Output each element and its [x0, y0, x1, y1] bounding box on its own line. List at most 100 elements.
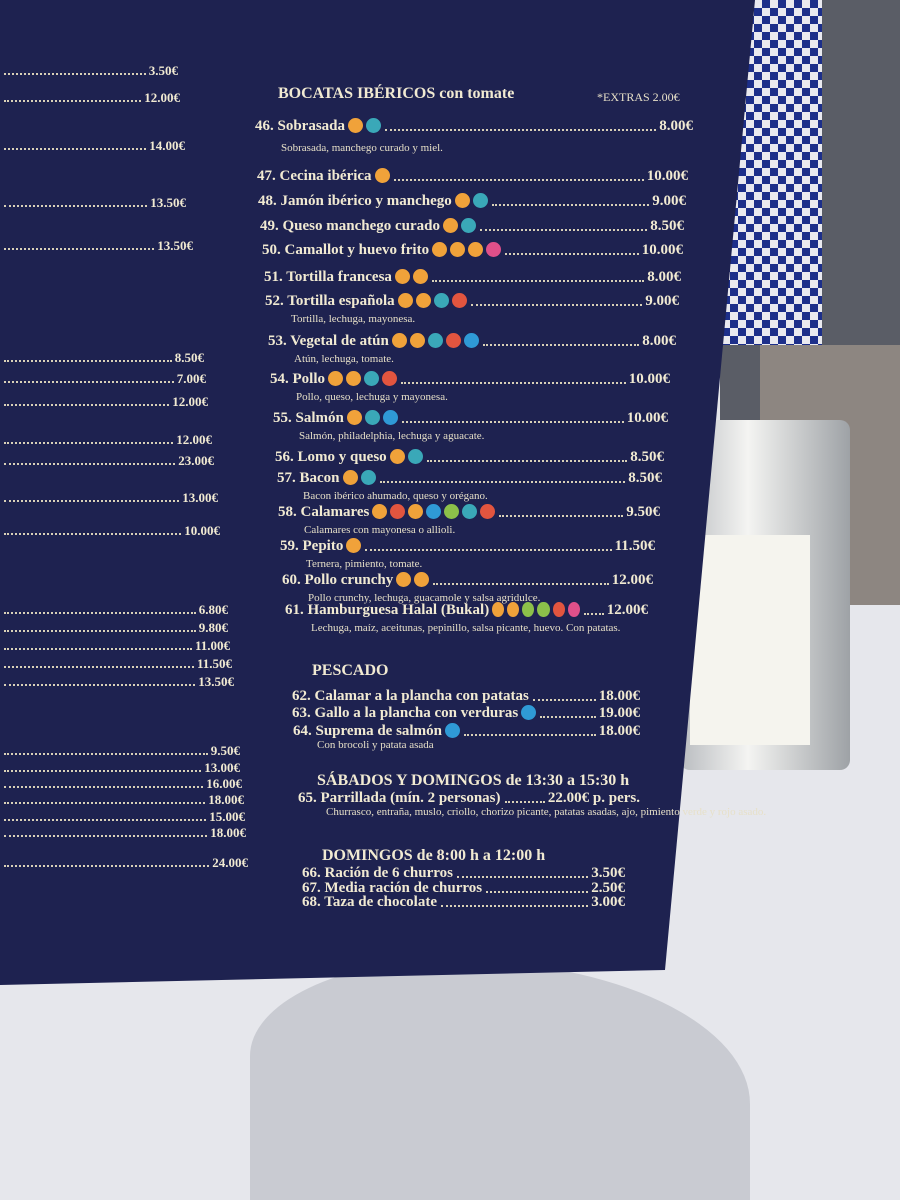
item-price: 13.50€: [157, 238, 193, 253]
leader: [505, 253, 639, 255]
menu-item: 54. Pollo 10.00€: [270, 371, 670, 388]
item-price: 13.50€: [198, 674, 234, 689]
allergen-icon: [396, 572, 412, 587]
allergen-icon: [412, 269, 428, 284]
leader: [532, 699, 596, 701]
partial-item: 23.00€: [0, 453, 214, 469]
item-description: Con brocoli y patata asada: [317, 739, 434, 751]
menu-item: 61. Hamburguesa Halal (Bukal) 12.00€: [285, 602, 648, 619]
allergen-icon: [450, 242, 466, 257]
menu-item: 50. Camallot y huevo frito 10.00€: [262, 242, 683, 259]
leader: [4, 148, 147, 150]
leader: [4, 630, 196, 632]
item-name: 59. Pepito: [280, 538, 344, 554]
item-price: 11.00€: [194, 638, 230, 653]
leader: [4, 753, 208, 755]
item-description: Calamares con mayonesa o allioli.: [304, 524, 456, 536]
item-price: 10.00€: [646, 168, 688, 184]
allergen-icon: [492, 602, 505, 617]
item-price: 18.00€: [208, 792, 244, 807]
allergen-icon: [382, 410, 398, 425]
menu-item: 46. Sobrasada 8.00€: [255, 118, 693, 135]
partial-item: 9.80€: [0, 620, 228, 636]
item-price: 8.00€: [659, 118, 693, 134]
leader: [4, 404, 170, 406]
menu-item: 65. Parrillada (mín. 2 personas) 22.00€ p…: [298, 790, 640, 807]
leader: [4, 684, 196, 686]
allergen-icon: [462, 504, 478, 519]
item-description: Pollo, queso, lechuga y mayonesa.: [296, 391, 448, 403]
item-price: 9.80€: [198, 620, 228, 635]
partial-item: 12.00€: [0, 394, 208, 410]
leader: [456, 876, 589, 878]
partial-item: 8.50€: [0, 350, 204, 366]
leader: [499, 515, 624, 517]
menu-item: 67. Media ración de churros 2.50€: [302, 880, 625, 897]
extras-note: *EXTRAS 2.00€: [597, 90, 680, 104]
item-description: Tortilla, lechuga, mayonesa.: [291, 313, 416, 325]
partial-item: 3.50€: [0, 63, 178, 79]
item-description: Sobrasada, manchego curado y miel.: [281, 142, 443, 154]
item-price: 3.00€: [591, 894, 625, 910]
menu-item: 55. Salmón 10.00€: [273, 410, 668, 427]
allergen-icon: [414, 572, 430, 587]
allergen-icon: [394, 269, 410, 284]
item-name: 65. Parrillada (mín. 2 personas): [298, 790, 501, 806]
leader: [491, 204, 650, 206]
item-name: 62. Calamar a la plancha con patatas: [292, 688, 529, 704]
partial-item: 18.00€: [0, 825, 246, 841]
item-price: 9.00€: [645, 293, 679, 309]
allergen-icon: [552, 602, 565, 617]
allergen-icon: [328, 371, 343, 386]
menu-item: 53. Vegetal de atún 8.00€: [268, 333, 676, 350]
leader: [4, 612, 196, 614]
item-name: 60. Pollo crunchy: [282, 572, 394, 588]
item-name: 51. Tortilla francesa: [264, 269, 392, 285]
allergen-icon: [348, 118, 364, 133]
item-price: 13.50€: [150, 195, 186, 210]
partial-item: 13.50€: [0, 238, 193, 254]
menu-item: 59. Pepito 11.50€: [280, 538, 655, 555]
leader: [470, 304, 643, 306]
item-name: 68. Taza de chocolate: [302, 894, 437, 910]
leader: [365, 549, 612, 551]
leader: [4, 442, 174, 444]
item-price: 14.00€: [149, 138, 185, 153]
item-price: 16.00€: [206, 776, 242, 791]
leader: [4, 463, 176, 465]
section-title: BOCATAS IBÉRICOS con tomate: [278, 85, 515, 102]
item-name: 55. Salmón: [273, 410, 344, 426]
allergen-icon: [443, 218, 458, 233]
leader: [4, 770, 202, 772]
allergen-icon: [407, 449, 423, 464]
allergen-icon: [409, 333, 425, 348]
item-price: 9.50€: [210, 743, 240, 758]
partial-item: 13.00€: [0, 760, 240, 776]
item-price: 12.00€: [611, 572, 653, 588]
leader: [4, 802, 206, 804]
item-price: 23.00€: [178, 453, 214, 468]
partial-item: 10.00€: [0, 523, 220, 539]
partial-item: 9.50€: [0, 743, 240, 759]
item-price: 10.00€: [626, 410, 668, 426]
item-name: 46. Sobrasada: [255, 118, 346, 134]
leader: [441, 905, 589, 907]
allergen-icon: [427, 333, 443, 348]
item-description: Pollo crunchy, lechuga, guacamole y sals…: [308, 592, 541, 604]
allergen-icon: [415, 293, 431, 308]
item-description: Ternera, pimiento, tomate.: [306, 558, 423, 570]
partial-item: 6.80€: [0, 602, 228, 618]
item-price: 13.00€: [182, 490, 218, 505]
leader: [504, 801, 545, 803]
leader: [4, 381, 174, 383]
leader: [4, 786, 204, 788]
item-description: Bacon ibérico ahumado, queso y orégano.: [303, 490, 488, 502]
item-price: 12.00€: [172, 394, 208, 409]
partial-item: 11.00€: [0, 638, 230, 654]
item-price: 10.00€: [184, 523, 220, 538]
allergen-icon: [480, 504, 496, 519]
menu-item: 47. Cecina ibérica 10.00€: [257, 168, 688, 185]
menu-item: 64. Suprema de salmón 18.00€: [293, 723, 640, 740]
allergen-icon: [346, 371, 361, 386]
